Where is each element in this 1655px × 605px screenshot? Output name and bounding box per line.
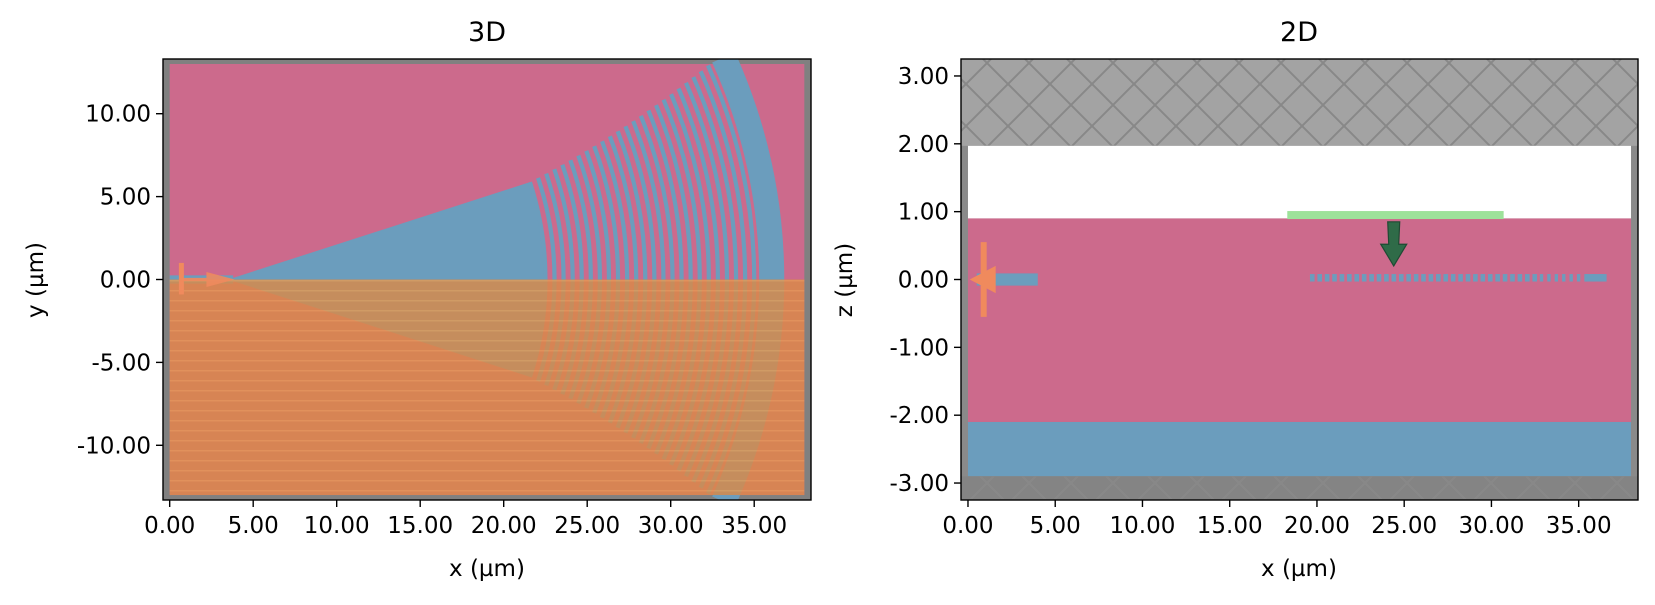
symmetry-region xyxy=(169,279,805,496)
y-axis-label-2d: z (µm) xyxy=(832,243,858,317)
grating-tooth xyxy=(1428,274,1434,282)
grating-tooth xyxy=(1332,274,1337,282)
chart-title-2d: 2D xyxy=(1280,17,1318,48)
y-tick-label: -3.00 xyxy=(889,471,949,497)
layer-hatch-4 xyxy=(961,476,1638,500)
grating-tooth xyxy=(1539,274,1544,282)
x-tick-label: 25.00 xyxy=(554,513,620,539)
plot-area-3d xyxy=(163,59,811,500)
chart-title-3d: 3D xyxy=(468,17,506,48)
y-ticks-2d: 3.00 2.00 1.00 0.00 -1.00 -2.00 -3.00 xyxy=(889,64,961,497)
y-tick-label: 3.00 xyxy=(898,64,949,90)
layer-3 xyxy=(967,421,1632,477)
grating-end-pad xyxy=(1585,274,1607,282)
grating-tooth xyxy=(1406,274,1411,282)
source-direction-arrow xyxy=(181,272,235,287)
grating-tooth xyxy=(1532,274,1538,282)
panel-3d: 0.00 5.00 10.00 15.00 20.00 25.00 30.00 35.00 1… xyxy=(23,17,812,582)
plot-area-2d xyxy=(961,59,1638,500)
grating-tooth xyxy=(1576,274,1581,282)
x-tick-label: 10.00 xyxy=(1110,513,1176,539)
grating-tooth xyxy=(1465,274,1471,282)
grating-tooth xyxy=(1517,274,1523,282)
y-tick-label: 10.00 xyxy=(85,102,151,128)
x-tick-label: 35.00 xyxy=(721,513,787,539)
y-tick-label: -10.00 xyxy=(77,433,151,459)
x-ticks-2d: 0.00 5.00 10.00 15.00 20.00 25.00 30.00 35.00 xyxy=(942,500,1612,539)
x-tick-label: 15.00 xyxy=(1197,513,1263,539)
y-tick-label: 5.00 xyxy=(100,185,151,211)
x-ticks-3d: 0.00 5.00 10.00 15.00 20.00 25.00 30.00 35.00 xyxy=(144,500,787,539)
grating-tooth xyxy=(1510,274,1515,282)
grating-tooth xyxy=(1443,274,1449,282)
layer-1 xyxy=(967,145,1632,219)
grating-tooth xyxy=(1369,274,1374,282)
grating-tooth xyxy=(1391,274,1397,282)
grating-tooth xyxy=(1450,274,1456,282)
grating-tooth xyxy=(1495,274,1500,282)
grating-tooth xyxy=(1569,274,1573,282)
grating-tooth xyxy=(1487,274,1493,282)
grating-tooth xyxy=(1339,274,1345,282)
grating-tooth xyxy=(1347,274,1352,282)
grating-tooth xyxy=(1547,274,1551,282)
x-tick-label: 20.00 xyxy=(471,513,537,539)
grating-tooth xyxy=(1413,274,1419,282)
x-tick-label: 30.00 xyxy=(638,513,704,539)
grating-tooth xyxy=(1324,274,1330,282)
x-tick-label: 20.00 xyxy=(1284,513,1350,539)
y-tick-label: 1.00 xyxy=(898,200,949,226)
x-axis-label-2d: x (µm) xyxy=(1261,556,1337,582)
y-tick-label: -5.00 xyxy=(91,350,151,376)
layer-hatch-0 xyxy=(961,59,1638,146)
x-tick-label: 30.00 xyxy=(1459,513,1525,539)
grating-tooth xyxy=(1398,274,1404,282)
mode-monitor-arrow xyxy=(969,265,996,294)
layer-2 xyxy=(967,218,1632,422)
grating-tooth xyxy=(1384,274,1389,282)
x-tick-label: 5.00 xyxy=(1030,513,1081,539)
y-ticks-3d: 10.00 5.00 0.00 -5.00 -10.00 xyxy=(77,102,163,459)
grating-tooth xyxy=(1480,274,1486,282)
grating-tooth xyxy=(1502,274,1508,282)
x-tick-label: 0.00 xyxy=(144,513,195,539)
x-tick-label: 25.00 xyxy=(1371,513,1437,539)
grating-tooth xyxy=(1354,274,1360,282)
x-axis-label-3d: x (µm) xyxy=(449,556,525,582)
grating-tooth xyxy=(1317,274,1322,282)
y-axis-label-3d: y (µm) xyxy=(23,242,49,318)
y-tick-label: 0.00 xyxy=(898,268,949,294)
y-tick-label: -2.00 xyxy=(889,403,949,429)
grating-tooth xyxy=(1458,274,1463,282)
grating-tooth xyxy=(1361,274,1367,282)
grating-tooth xyxy=(1473,274,1478,282)
x-tick-label: 35.00 xyxy=(1546,513,1612,539)
grating-tooth xyxy=(1554,274,1559,282)
grating-tooth xyxy=(1376,274,1382,282)
y-tick-label: 2.00 xyxy=(898,132,949,158)
panel-2d: 0.00 5.00 10.00 15.00 20.00 25.00 30.00 35.00 3… xyxy=(832,17,1639,582)
grating-tooth xyxy=(1525,274,1530,282)
grating-tooth xyxy=(1436,274,1441,282)
y-tick-label: 0.00 xyxy=(100,268,151,294)
gaussian-beam-source xyxy=(1287,211,1504,220)
x-tick-label: 15.00 xyxy=(387,513,453,539)
grating-tooth xyxy=(1562,274,1566,282)
y-tick-label: -1.00 xyxy=(889,335,949,361)
x-tick-label: 0.00 xyxy=(942,513,993,539)
grating-tooth xyxy=(1309,274,1315,282)
source-direction-arrow xyxy=(1379,221,1408,268)
x-tick-label: 10.00 xyxy=(304,513,370,539)
grating-tooth xyxy=(1421,274,1426,282)
x-tick-label: 5.00 xyxy=(228,513,279,539)
